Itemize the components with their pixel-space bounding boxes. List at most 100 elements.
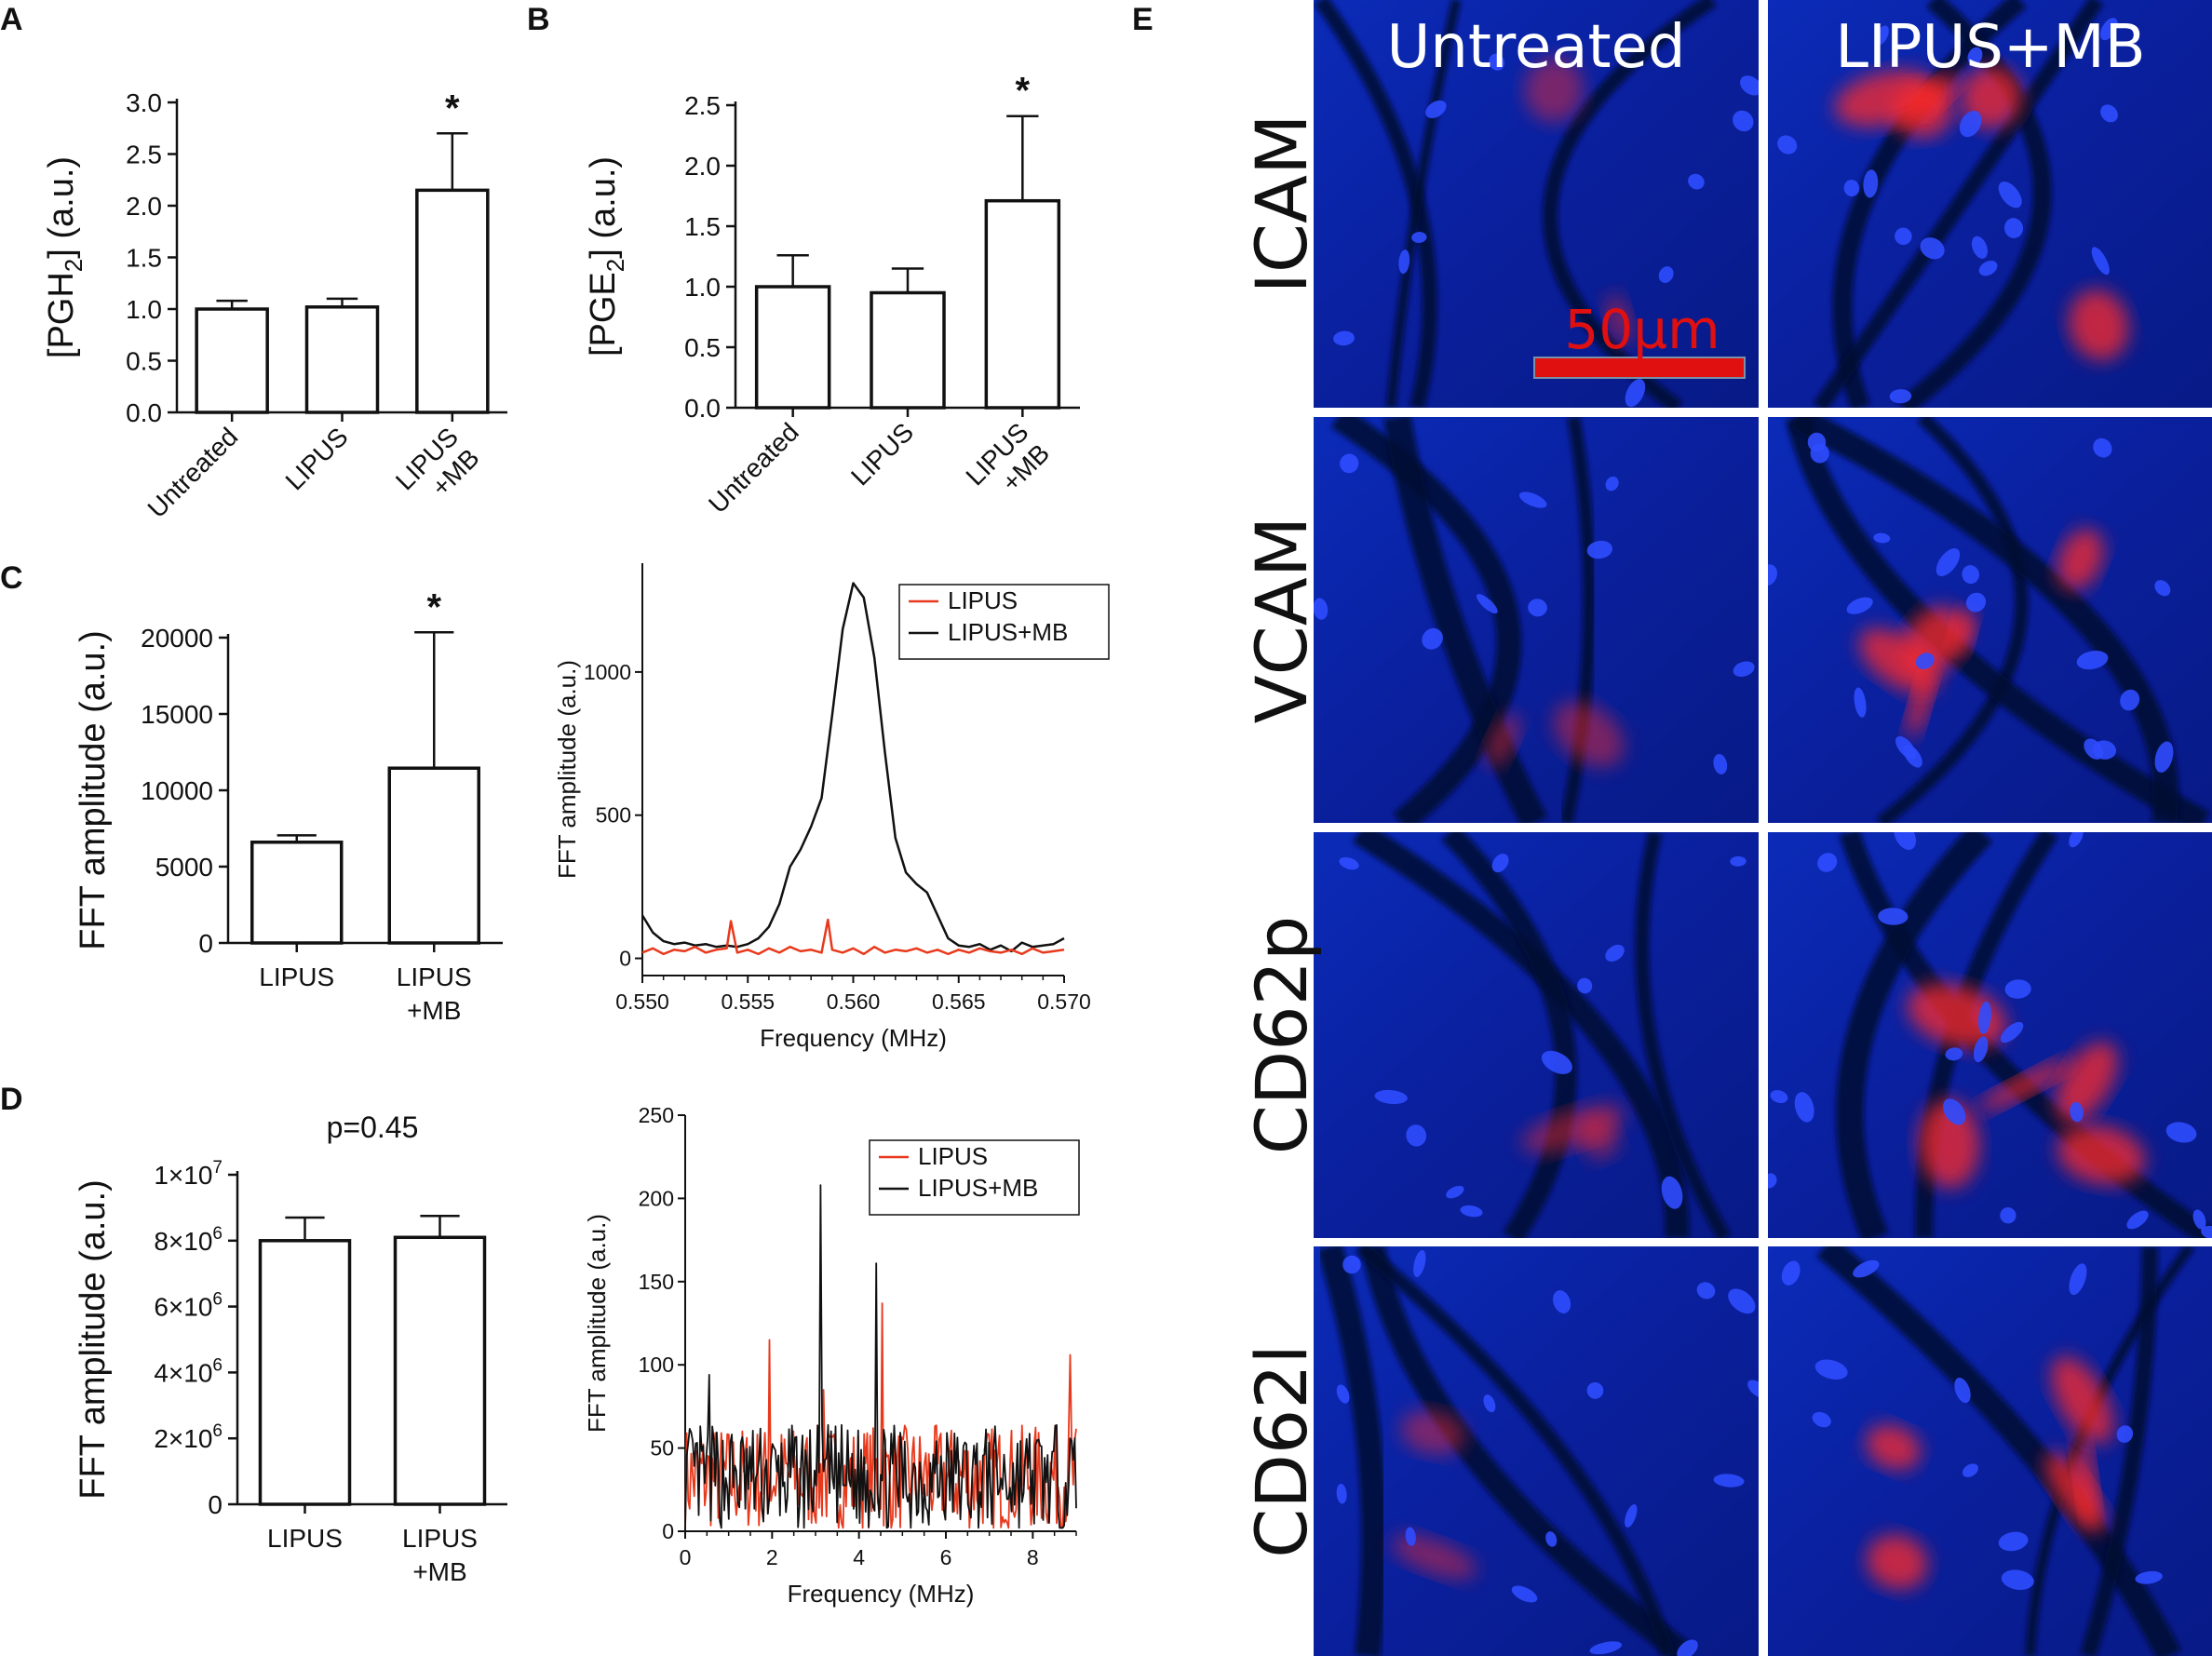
x-tick-label: 0.550 bbox=[615, 990, 669, 1014]
nucleus bbox=[1971, 236, 1988, 259]
nucleus bbox=[1405, 1527, 1416, 1546]
x-tick-label: LIPUS+MB bbox=[960, 417, 1055, 512]
y-tick-label: 200 bbox=[639, 1186, 674, 1210]
stain-region bbox=[1400, 1409, 1465, 1455]
nucleus bbox=[1541, 1050, 1572, 1074]
x-tick-label: LIPUS bbox=[267, 1524, 343, 1553]
y-tick-label: 0 bbox=[208, 1490, 223, 1519]
stain-region bbox=[1553, 701, 1625, 767]
nucleus bbox=[1998, 1531, 2029, 1552]
micrograph-panel: Untreated LIPUS+MB 50µm ICAM VCAM CD62p CD62l bbox=[1240, 0, 2212, 1656]
nucleus bbox=[1518, 491, 1547, 508]
x-tick-label: LIPUS bbox=[402, 1524, 478, 1553]
nucleus bbox=[2099, 18, 2118, 41]
row-label-cd62p: CD62p bbox=[1240, 916, 1323, 1155]
y-tick-label: 10000 bbox=[141, 776, 213, 805]
nucleus bbox=[1747, 1380, 1759, 1398]
nucleus bbox=[1545, 1531, 1558, 1547]
tissue-gap bbox=[1876, 417, 2029, 823]
nucleus bbox=[1777, 135, 1798, 155]
x-tick-label: 0.560 bbox=[827, 990, 881, 1014]
nucleus bbox=[1625, 379, 1646, 408]
nucleus bbox=[1586, 1381, 1604, 1399]
nucleus bbox=[1943, 1098, 1966, 1125]
nucleus bbox=[1733, 110, 1754, 132]
significance-star: * bbox=[426, 586, 441, 627]
nucleus bbox=[1936, 548, 1961, 576]
nucleus bbox=[1605, 476, 1619, 491]
tissue-gap bbox=[1383, 417, 1547, 823]
significance-star: * bbox=[1016, 71, 1031, 112]
series-line-lipus bbox=[684, 1302, 1077, 1529]
panel-letter-e: E bbox=[1132, 2, 1153, 37]
tissue-gap bbox=[1559, 417, 1597, 823]
stain-region bbox=[1520, 1104, 1625, 1153]
stain-region bbox=[1834, 70, 1937, 128]
nucleus bbox=[1491, 854, 1509, 873]
nucleus bbox=[2093, 438, 2112, 458]
y-tick-label: 8×106 bbox=[154, 1224, 223, 1256]
legend-label: LIPUS+MB bbox=[948, 618, 1068, 646]
x-tick-label: 4 bbox=[853, 1545, 865, 1569]
column-header-untreated: Untreated bbox=[1386, 13, 1685, 82]
p-value-annotation: p=0.45 bbox=[327, 1111, 419, 1144]
nucleus bbox=[2076, 651, 2109, 670]
bar bbox=[304, 305, 380, 414]
chart-c-bar: 0 5000 10000 15000 20000 LIPUS * LIPUS +MB FFT am… bbox=[74, 586, 503, 1025]
nucleus bbox=[1954, 1377, 1971, 1404]
y-tick-label: 1×107 bbox=[154, 1158, 223, 1190]
nucleus bbox=[1873, 532, 1891, 544]
nucleus bbox=[1336, 1484, 1347, 1504]
nucleus bbox=[1810, 443, 1829, 464]
y-tick-label: 50 bbox=[650, 1436, 674, 1461]
nucleus bbox=[1730, 855, 1747, 867]
panel-letter-c: C bbox=[0, 560, 23, 596]
tissue-background bbox=[1314, 417, 1759, 823]
x-tick-label: LIPUS+MB bbox=[390, 422, 485, 517]
y-axis-title: [PGH2] (a.u.) bbox=[42, 156, 88, 358]
y-tick-label: 2.0 bbox=[684, 152, 721, 181]
nucleus bbox=[1333, 330, 1356, 346]
x-tick-label: Untreated bbox=[703, 417, 804, 518]
y-tick-label: 3.0 bbox=[126, 88, 162, 117]
scale-bar bbox=[1533, 357, 1746, 379]
nucleus bbox=[2192, 1209, 2206, 1230]
nucleus bbox=[1817, 853, 1838, 872]
y-tick-label: 1.5 bbox=[126, 244, 162, 273]
series-line-lipus-mb bbox=[684, 1184, 1077, 1529]
y-tick-label: 2.0 bbox=[126, 192, 162, 221]
nucleus bbox=[1854, 687, 1867, 718]
nucleus bbox=[2201, 1225, 2212, 1238]
nucleus bbox=[2069, 832, 2084, 848]
tissue-gap bbox=[1316, 1246, 1387, 1656]
bar bbox=[393, 1235, 487, 1506]
y-tick-label: 0.5 bbox=[126, 347, 162, 376]
x-tick-label: 8 bbox=[1027, 1545, 1039, 1569]
tissue-gap bbox=[1360, 1246, 1695, 1656]
bar bbox=[984, 198, 1061, 410]
nucleus bbox=[2116, 1425, 2134, 1443]
x-tick-label: 0 bbox=[680, 1545, 692, 1569]
stain-region bbox=[1392, 1534, 1477, 1580]
panel-letter-b: B bbox=[527, 2, 550, 37]
micrograph-icam-lipus-mb bbox=[1768, 0, 2212, 408]
bar bbox=[754, 285, 831, 410]
nucleus bbox=[1903, 745, 1922, 768]
stain-region bbox=[1866, 1424, 1921, 1470]
nucleus bbox=[2154, 580, 2171, 597]
panel-letter-a: A bbox=[0, 2, 23, 37]
nucleus bbox=[1846, 597, 1873, 614]
nucleus bbox=[2069, 1263, 2087, 1296]
x-tick-label: 2 bbox=[766, 1545, 778, 1569]
nucleus bbox=[2000, 1021, 2024, 1043]
nucleus bbox=[1605, 944, 1625, 963]
micrograph-vcam-lipus-mb bbox=[1768, 417, 2212, 823]
stain-region bbox=[1977, 1059, 2072, 1111]
tissue-gap bbox=[1543, 0, 1717, 408]
nucleus bbox=[1406, 1124, 1427, 1147]
scale-bar-label: 50µm bbox=[1564, 298, 1720, 361]
nucleus bbox=[1794, 1092, 1814, 1123]
nucleus bbox=[1878, 908, 1909, 925]
tissue-background bbox=[1768, 417, 2212, 823]
column-header-lipus-mb: LIPUS+MB bbox=[1835, 13, 2145, 82]
